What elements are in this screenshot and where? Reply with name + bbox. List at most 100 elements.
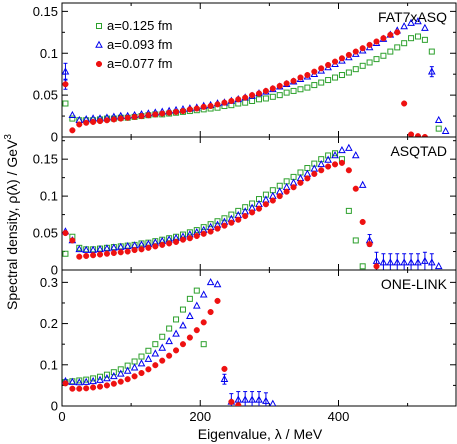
y-tick-label: 0: [51, 130, 58, 145]
data-point-circle: [235, 216, 242, 223]
data-point-triangle: [82, 377, 91, 385]
data-point-square: [262, 95, 269, 102]
data-point-square: [304, 84, 311, 91]
data-point-circle: [269, 85, 276, 92]
data-point-square: [83, 376, 90, 383]
data-point-square: [159, 333, 166, 340]
panel-label: FAT7xASQ: [378, 9, 447, 25]
data-point-circle: [338, 55, 345, 62]
data-point-square: [90, 375, 97, 382]
data-point-circle: [414, 133, 422, 137]
data-point-circle: [62, 230, 69, 237]
data-point-circle: [262, 87, 269, 94]
data-point-triangle: [434, 115, 443, 124]
y-axis-title-main: Spectral density, ρ(λ) / GeV: [4, 139, 20, 310]
data-point-circle: [338, 159, 345, 166]
x-tick-labels: 0 200 400: [58, 409, 349, 424]
data-point-square: [387, 48, 394, 55]
data-point-triangle: [186, 311, 194, 319]
data-point-triangle: [427, 67, 436, 75]
data-point-triangle: [386, 258, 395, 266]
data-point-circle: [76, 121, 83, 128]
data-point-triangle: [434, 261, 443, 270]
data-point-circle: [96, 383, 104, 390]
data-point-square: [131, 358, 138, 365]
data-point-triangle: [234, 395, 243, 403]
data-point-circle: [124, 376, 131, 383]
data-point-circle: [366, 241, 373, 248]
data-point-triangle: [441, 126, 450, 134]
data-point-circle: [359, 218, 366, 226]
data-point-circle: [110, 380, 117, 387]
data-point-triangle: [179, 321, 187, 329]
data-point-triangle: [324, 155, 332, 163]
data-point-triangle: [255, 395, 263, 403]
data-point-circle: [193, 105, 200, 112]
data-point-triangle: [151, 349, 160, 357]
data-point-square: [408, 35, 415, 42]
data-point-triangle: [96, 375, 104, 383]
y-tick-label: 0.2: [40, 316, 58, 331]
data-point-triangle: [262, 396, 270, 404]
y-tick-label: 0.3: [40, 275, 58, 290]
data-point-circle: [138, 369, 145, 377]
data-point-triangle: [116, 369, 125, 377]
data-point-triangle: [414, 17, 422, 25]
data-point-circle: [380, 35, 387, 42]
legend-label: a=0.077 fm: [107, 56, 172, 71]
data-point-square: [166, 325, 173, 332]
data-point-triangle: [172, 329, 180, 337]
data-point-square: [428, 48, 435, 55]
data-point-circle: [83, 385, 90, 392]
data-point-square: [297, 86, 304, 93]
data-points: [62, 17, 450, 137]
data-point-circle: [62, 81, 69, 88]
data-point-circle: [331, 161, 339, 168]
data-point-circle: [214, 297, 221, 304]
data-point-circle: [228, 219, 235, 226]
data-point-circle: [290, 184, 297, 191]
data-point-circle: [249, 209, 256, 216]
data-point-circle: [173, 108, 180, 115]
data-point-circle: [366, 41, 373, 48]
data-point-circle: [200, 230, 207, 237]
data-point-circle: [69, 127, 76, 134]
data-point-square: [380, 52, 387, 59]
data-point-circle: [103, 382, 110, 389]
legend-marker-circle: [95, 60, 103, 68]
data-point-square: [186, 295, 193, 302]
data-point-triangle: [407, 258, 415, 266]
data-point-square: [290, 87, 297, 94]
data-point-circle: [186, 235, 193, 242]
legend: a=0.125 fm a=0.093 fm a=0.077 fm: [95, 18, 172, 71]
data-point-circle: [387, 31, 394, 38]
data-points: [62, 278, 277, 406]
data-point-square: [62, 250, 69, 257]
data-point-square: [207, 221, 214, 228]
data-point-circle: [352, 185, 359, 192]
data-point-square: [276, 92, 283, 99]
data-point-square: [318, 79, 325, 86]
data-point-circle: [283, 188, 290, 195]
legend-marker-square: [96, 23, 102, 29]
data-point-square: [242, 99, 249, 106]
data-point-circle: [173, 347, 180, 354]
data-point-circle: [228, 97, 235, 105]
y-axis-title: Spectral density, ρ(λ) / GeV3: [3, 134, 20, 310]
data-point-square: [283, 89, 290, 96]
data-point-circle: [110, 116, 117, 123]
data-point-circle: [221, 222, 228, 229]
data-point-circle: [90, 252, 97, 259]
y-tick-label: 0.05: [33, 226, 58, 241]
legend-marker-triangle: [95, 40, 103, 48]
data-point-circle: [103, 117, 110, 124]
data-point-circle: [352, 48, 359, 55]
data-point-circle: [138, 113, 145, 120]
data-point-square: [193, 227, 200, 234]
data-point-circle: [331, 58, 339, 65]
data-point-triangle: [165, 336, 173, 345]
data-point-circle: [207, 102, 214, 110]
data-point-triangle: [62, 67, 70, 75]
data-point-square: [249, 200, 256, 207]
